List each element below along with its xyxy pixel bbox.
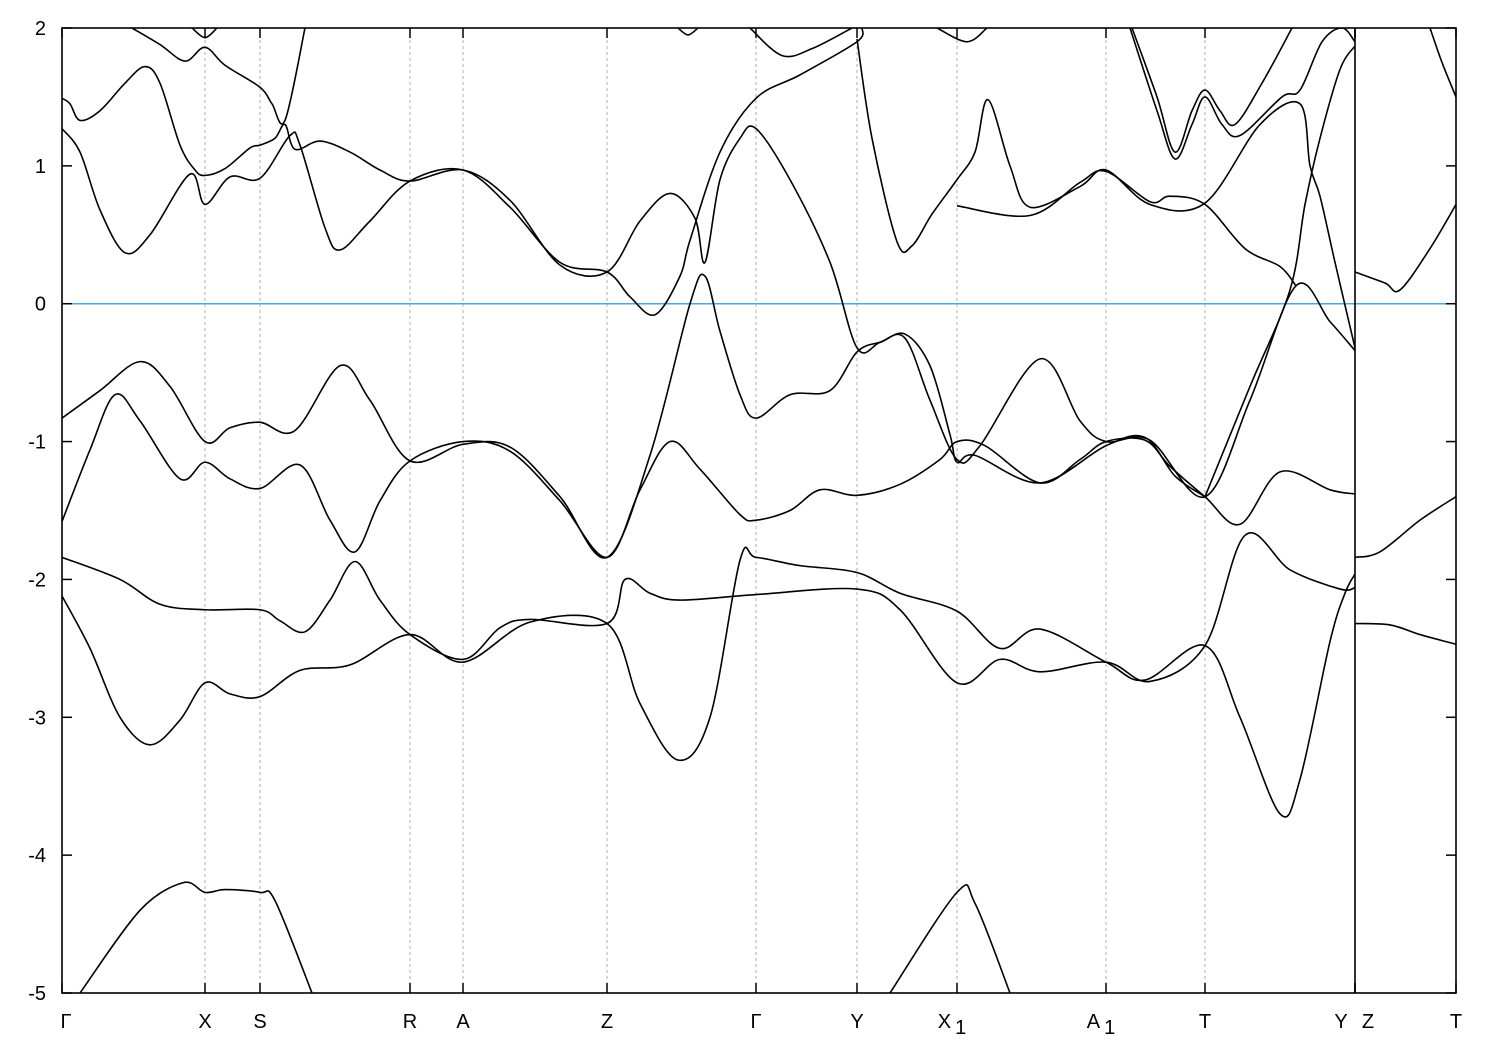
band-line-14 (1429, 28, 1456, 98)
kpoint-label: Γ (750, 1011, 761, 1033)
kpoint-label: X (938, 1011, 951, 1033)
kpoint-label: Z (601, 1011, 613, 1033)
kpoint-label: S (253, 1011, 266, 1033)
x-tick-label: T (1450, 1011, 1462, 1033)
kpoint-subscript: 1 (1104, 1017, 1115, 1039)
kpoint-label: Y (850, 1011, 863, 1033)
bands (62, 28, 1456, 993)
band-line-12 (1204, 45, 1356, 498)
x-tick-label: Y (1334, 1011, 1347, 1033)
kpoint-label: A (456, 1011, 470, 1033)
y-tick-labels: 2 1 0 -1 -2 -3 -4 -5 (28, 18, 46, 1005)
band-line-2 (62, 546, 1356, 818)
band-line-15 (131, 28, 306, 125)
band-line-10 (856, 38, 1356, 349)
x-tick-label: S (253, 1011, 266, 1033)
x-tick-label: R (403, 1011, 417, 1033)
y-tick-label: -2 (28, 569, 46, 591)
kpoint-label: X (198, 1011, 211, 1033)
band-line-9 (62, 65, 1206, 498)
y-tick-label: -4 (28, 845, 46, 867)
x-tick-label: Γ (750, 1011, 761, 1033)
axes (61, 27, 1457, 994)
band-line-7 (62, 273, 1356, 559)
y-tick-label: -1 (28, 432, 46, 454)
band-line-0 (79, 881, 313, 993)
kpoint-label: Z (1362, 1011, 1374, 1033)
kpoint-label: Y (1334, 1011, 1347, 1033)
x-tick-label: Z (1362, 1011, 1374, 1033)
band-line-8 (62, 28, 864, 317)
y-tick-label: 2 (35, 18, 46, 40)
band-line-4 (62, 532, 1356, 686)
kpoint-label: R (403, 1011, 417, 1033)
band-line-20 (1131, 28, 1293, 153)
kpoint-label: T (1450, 1011, 1462, 1033)
y-tick-label: -5 (28, 983, 46, 1005)
kpoint-label: T (1199, 1011, 1211, 1033)
band-line-18 (749, 28, 853, 58)
x-tick-label: T (1199, 1011, 1211, 1033)
kpoint-label: A (1087, 1011, 1101, 1033)
y-tick-label: 1 (35, 156, 46, 178)
band-line-11 (956, 169, 1297, 287)
kpoint-subscript: 1 (955, 1017, 966, 1039)
x-tick-label: Z (601, 1011, 613, 1033)
x-tick-label: Γ (60, 1011, 71, 1033)
band-line-3 (1354, 622, 1456, 645)
band-line-13 (1354, 204, 1456, 293)
x-tick-label: A (456, 1011, 470, 1033)
x-tick-label: Y (850, 1011, 863, 1033)
kpoint-gridlines (204, 28, 1356, 993)
y-tick-label: 0 (35, 294, 46, 316)
band-line-5 (62, 393, 1356, 559)
plot-frame (61, 27, 1457, 994)
band-line-17 (677, 28, 699, 36)
band-line-1 (889, 884, 1011, 993)
kpoint-label: Γ (60, 1011, 71, 1033)
band-line-6 (1354, 496, 1456, 559)
band-line-19 (936, 28, 988, 43)
band-line-21 (1129, 28, 1356, 160)
x-tick-label: X (198, 1011, 211, 1033)
y-tick-label: -3 (28, 707, 46, 729)
